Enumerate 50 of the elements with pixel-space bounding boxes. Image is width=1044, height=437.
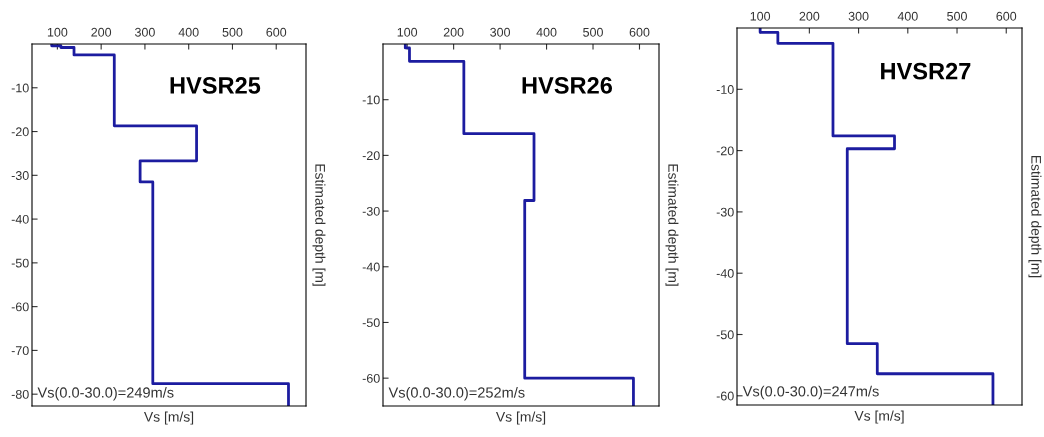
- x-tick-label: 500: [947, 11, 967, 21]
- x-tick-label: 200: [799, 11, 820, 21]
- x-tick-label: 600: [266, 27, 287, 37]
- y-tick-label: -60: [362, 373, 380, 383]
- x-axis-title: Vs [m/s]: [143, 411, 194, 425]
- x-tick-label: 100: [750, 11, 771, 21]
- y-axis-title: Estimated depth [m]: [665, 164, 679, 286]
- y-tick-label: -10: [716, 85, 734, 94]
- x-tick-label: 300: [134, 27, 155, 37]
- y-tick-label: -30: [11, 171, 29, 180]
- y-tick-label: -50: [362, 318, 380, 328]
- y-tick-label: -10: [11, 83, 29, 93]
- y-tick-label: -40: [716, 269, 734, 278]
- y-tick-label: -40: [11, 214, 29, 224]
- annotation: Vs(0.0-30.0)=247m/s: [742, 385, 879, 400]
- x-axis-title: Vs [m/s]: [854, 410, 904, 424]
- text: HVSR25: [170, 77, 261, 94]
- annotation: Vs(0.0-30.0)=249m/s: [37, 386, 174, 401]
- y-tick-label: -60: [11, 302, 29, 312]
- y-tick-label: -50: [716, 330, 734, 340]
- x-tick-label: 100: [397, 27, 418, 37]
- y-tick-label: -60: [716, 391, 734, 401]
- y-tick-label: -30: [362, 206, 380, 216]
- x-axis-title: Vs [m/s]: [495, 411, 546, 425]
- y-axis-title: Estimated depth [m]: [1028, 155, 1042, 278]
- y-tick-label: -20: [716, 146, 734, 156]
- x-tick-label: 200: [443, 27, 464, 37]
- y-axis-title: Estimated depth [m]: [312, 164, 326, 286]
- y-tick-label: -80: [11, 389, 29, 399]
- x-tick-label: 100: [47, 27, 68, 37]
- x-tick-label: 400: [536, 27, 557, 37]
- x-tick-label: 600: [996, 11, 1017, 21]
- text: HVSR27: [881, 62, 971, 80]
- y-tick-label: -40: [362, 262, 380, 272]
- x-tick-label: 600: [629, 27, 650, 37]
- x-tick-label: 400: [178, 27, 199, 37]
- x-tick-label: 500: [222, 27, 243, 37]
- y-tick-label: -10: [362, 95, 380, 105]
- y-tick-label: -70: [11, 346, 29, 356]
- y-tick-label: -50: [11, 258, 29, 268]
- y-tick-label: -30: [716, 207, 734, 217]
- y-tick-label: -20: [362, 151, 380, 161]
- annotation: Vs(0.0-30.0)=252m/s: [388, 386, 525, 401]
- x-tick-label: 300: [848, 11, 869, 21]
- y-tick-label: -20: [11, 127, 29, 137]
- x-tick-label: 500: [583, 27, 603, 37]
- x-tick-label: 400: [897, 11, 918, 21]
- x-tick-label: 200: [91, 27, 112, 37]
- x-tick-label: 300: [490, 27, 511, 37]
- text: HVSR26: [522, 77, 613, 94]
